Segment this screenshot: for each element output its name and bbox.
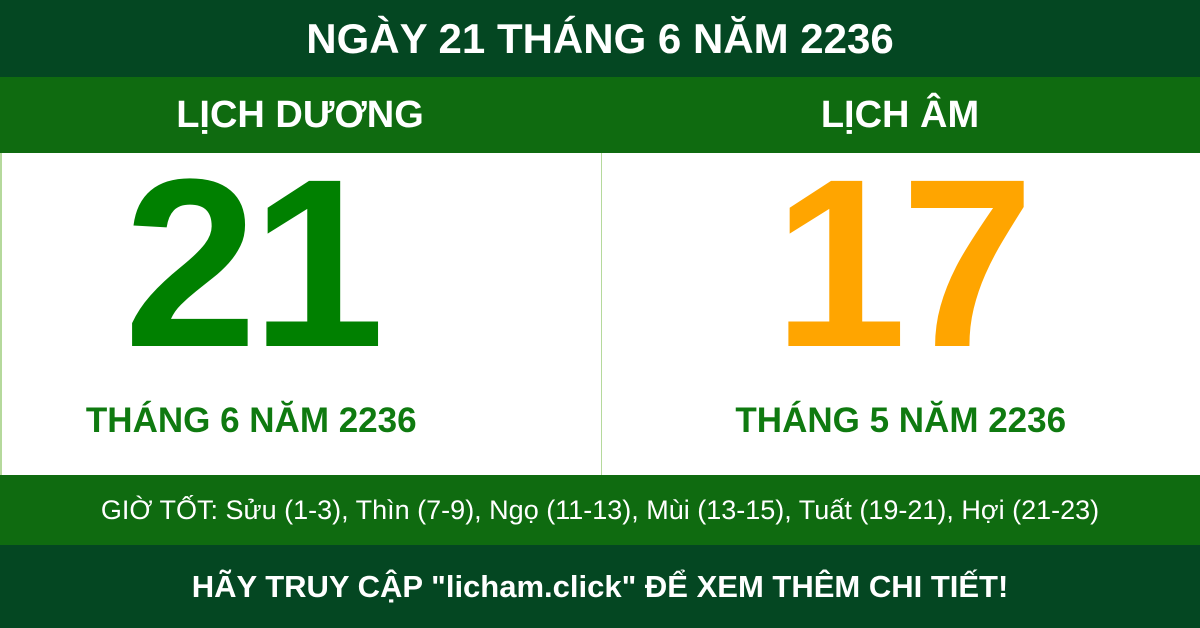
lunar-day: 17 [773,129,1034,397]
footer-cta: HÃY TRUY CẬP "licham.click" ĐỂ XEM THÊM … [0,545,1200,628]
solar-day: 21 [123,129,385,397]
page-title: NGÀY 21 THÁNG 6 NĂM 2236 [0,0,1200,77]
lunar-panel: 17 THÁNG 5 NĂM 2236 [600,143,1200,475]
calendar-labels: LỊCH DƯƠNG LỊCH ÂM [0,77,1200,153]
lunar-month-year: THÁNG 5 NĂM 2236 [735,401,1067,440]
solar-panel: 21 THÁNG 6 NĂM 2236 [0,143,601,475]
lunar-calendar-label: LỊCH ÂM [820,93,980,136]
solar-calendar-label: LỊCH DƯƠNG [176,93,424,136]
solar-month-year: THÁNG 6 NĂM 2236 [85,401,417,440]
calendar-body: 21 THÁNG 6 NĂM 2236 17 THÁNG 5 NĂM 2236 [0,143,1200,475]
good-hours: GIỜ TỐT: Sửu (1-3), Thìn (7-9), Ngọ (11-… [0,475,1200,545]
